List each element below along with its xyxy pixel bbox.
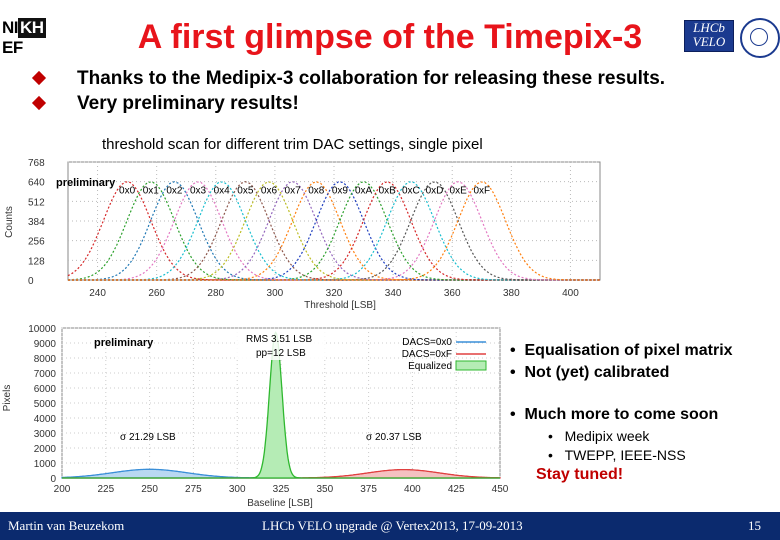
- footer-event: LHCb VELO upgrade @ Vertex2013, 17-09-20…: [262, 518, 523, 533]
- x-tick-label: 400: [562, 288, 579, 299]
- bullet-diamond-icon: [31, 70, 47, 86]
- y-tick-label: 768: [28, 158, 45, 169]
- logo-text-pre: NI: [2, 18, 19, 37]
- series-label: 0xF: [473, 186, 490, 197]
- list-item: • Much more to come soon: [510, 406, 719, 423]
- series-label: 0x5: [237, 186, 254, 197]
- series-label: 0x6: [261, 186, 278, 197]
- x-tick-label: 200: [54, 484, 71, 495]
- series-label: 0x8: [308, 186, 325, 197]
- bullet-text: Thanks to the Medipix-3 collaboration fo…: [77, 68, 666, 89]
- series-label: 0x9: [332, 186, 349, 197]
- chart-subtitle: threshold scan for different trim DAC se…: [102, 136, 483, 153]
- series-label: 0x7: [285, 186, 302, 197]
- x-tick-label: 425: [448, 484, 465, 495]
- baseline-histogram-chart: 1000090008000700060005000400030002000100…: [2, 324, 509, 508]
- logo-text-post: EF: [2, 38, 23, 57]
- x-tick-label: 450: [492, 484, 509, 495]
- list-item: • Equalisation of pixel matrix: [510, 342, 733, 359]
- y-tick-label: 512: [28, 197, 45, 208]
- bullet-diamond-icon: [31, 95, 47, 111]
- y-tick-label: 2000: [34, 444, 57, 455]
- page-number: 15: [748, 518, 761, 533]
- x-tick-label: 275: [185, 484, 202, 495]
- y-tick-label: 8000: [34, 354, 57, 365]
- y-tick-label: 0: [28, 276, 34, 287]
- series-label: 0x0: [119, 186, 136, 197]
- series-area-2: [62, 331, 500, 479]
- y-tick-label: 10000: [28, 324, 56, 335]
- x-tick-label: 225: [97, 484, 114, 495]
- x-tick-label: 260: [148, 288, 165, 299]
- series-label: 0xC: [402, 186, 420, 197]
- y-axis-label: Counts: [4, 206, 15, 238]
- series-line-0xF: [68, 181, 600, 281]
- sub-list-item: • TWEPP, IEEE-NSS: [548, 447, 686, 463]
- series-label: 0xE: [450, 186, 468, 197]
- x-tick-label: 360: [444, 288, 461, 299]
- x-axis-label: Baseline [LSB]: [247, 498, 313, 508]
- y-tick-label: 6000: [34, 384, 57, 395]
- x-tick-label: 375: [360, 484, 377, 495]
- x-tick-label: 325: [273, 484, 290, 495]
- nikhef-logo: NI KHEF: [2, 18, 62, 57]
- y-tick-label: 7000: [34, 369, 57, 380]
- y-tick-label: 3000: [34, 429, 57, 440]
- x-tick-label: 400: [404, 484, 421, 495]
- y-tick-label: 1000: [34, 459, 57, 470]
- x-tick-label: 240: [89, 288, 106, 299]
- x-tick-label: 350: [316, 484, 333, 495]
- chart-annotation: preliminary: [94, 337, 154, 349]
- y-tick-label: 128: [28, 256, 45, 267]
- legend-swatch: [455, 360, 487, 371]
- chart-annotation: preliminary: [56, 177, 116, 189]
- sigma-annotation-left: σ 21.29 LSB: [120, 432, 176, 443]
- rms-annotation: RMS 3.51 LSB: [246, 334, 312, 345]
- series-label: 0xA: [355, 186, 373, 197]
- series-label: 0x4: [214, 186, 231, 197]
- y-tick-label: 640: [28, 178, 45, 189]
- y-tick-label: 384: [28, 217, 45, 228]
- list-item: • Not (yet) calibrated: [510, 364, 670, 381]
- x-tick-label: 320: [326, 288, 343, 299]
- threshold-scan-chart: 768 640 512 384 256 128 0 240 260 280 300 320 340 360…: [4, 158, 601, 311]
- pp-annotation: pp=12 LSB: [256, 348, 306, 359]
- stay-tuned-text: Stay tuned!: [536, 466, 624, 483]
- series-label: 0xB: [379, 186, 397, 197]
- y-tick-label: 5000: [34, 399, 57, 410]
- series-label: 0xD: [426, 186, 444, 197]
- legend-label: Equalized: [408, 361, 452, 372]
- slide-title: A first glimpse of the Timepix-3: [137, 18, 643, 56]
- x-axis-label: Threshold [LSB]: [304, 300, 376, 311]
- bullet-text: Very preliminary results!: [77, 93, 299, 114]
- x-tick-label: 300: [267, 288, 284, 299]
- annotation-box: [236, 330, 326, 360]
- x-tick-label: 340: [385, 288, 402, 299]
- series-label: 0x1: [143, 186, 160, 197]
- x-tick-label: 380: [503, 288, 520, 299]
- logo-text-box: KH: [18, 18, 46, 38]
- legend-label: DACS=0xF: [402, 349, 452, 360]
- footer-bar: [0, 512, 780, 540]
- y-tick-label: 256: [28, 237, 45, 248]
- x-tick-label: 250: [141, 484, 158, 495]
- university-seal-icon: [740, 18, 780, 58]
- series-label: 0x3: [190, 186, 207, 197]
- footer-author: Martin van Beuzekom: [8, 518, 125, 533]
- legend-label: DACS=0x0: [402, 337, 452, 348]
- y-tick-label: 0: [50, 474, 56, 485]
- x-tick-label: 280: [207, 288, 224, 299]
- x-tick-label: 300: [229, 484, 246, 495]
- lhcb-logo: LHCb VELO: [684, 20, 734, 52]
- y-tick-label: 4000: [34, 414, 57, 425]
- series-label: 0x2: [166, 186, 183, 197]
- y-axis-label: Pixels: [2, 385, 13, 412]
- sub-list-item: • Medipix week: [548, 428, 650, 444]
- sigma-annotation-right: σ 20.37 LSB: [366, 432, 422, 443]
- y-tick-label: 9000: [34, 339, 57, 350]
